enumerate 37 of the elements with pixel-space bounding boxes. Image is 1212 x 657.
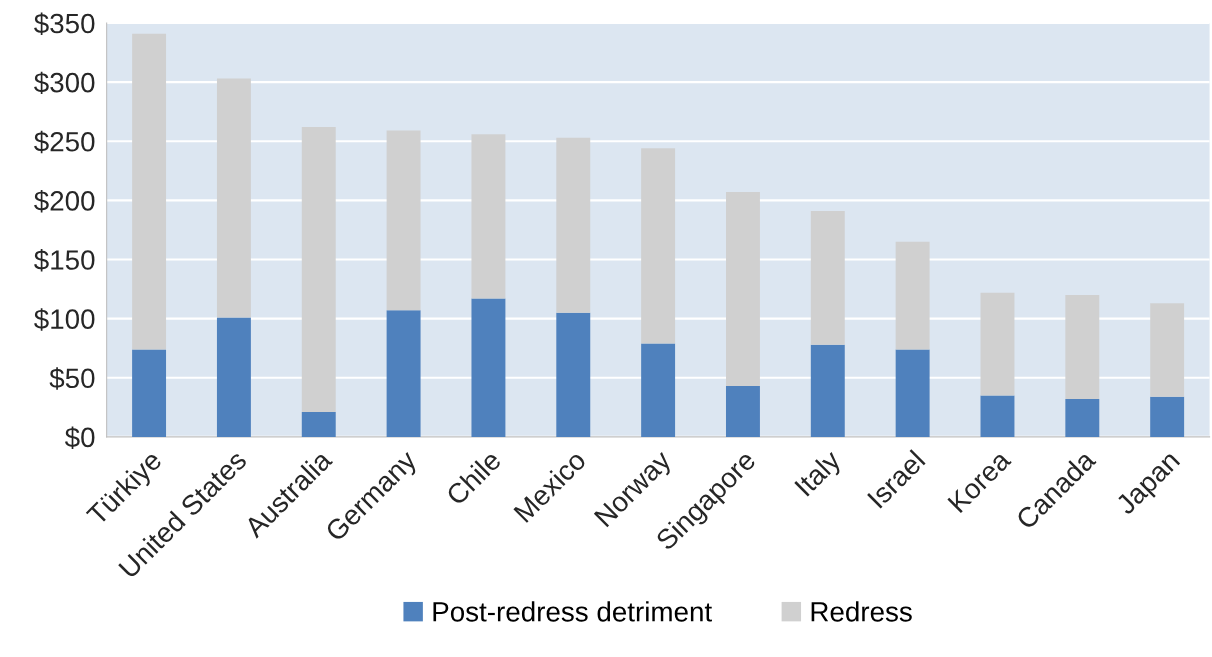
bar — [980, 395, 1015, 437]
bar — [1150, 303, 1185, 397]
bar — [895, 349, 930, 437]
bar — [1065, 399, 1100, 437]
bar — [810, 211, 845, 345]
bar — [1150, 396, 1185, 437]
bar — [895, 241, 930, 350]
bar — [725, 192, 760, 387]
bar — [556, 137, 591, 313]
y-tick-label: $250 — [34, 130, 95, 154]
bar — [301, 127, 336, 413]
y-tick-label: $300 — [34, 71, 95, 95]
bar — [641, 148, 676, 344]
y-tick-label: $50 — [49, 367, 95, 390]
bar — [725, 386, 760, 437]
legend-label: Redress — [811, 601, 912, 622]
bar — [641, 343, 676, 437]
bar — [471, 298, 506, 437]
bar — [810, 344, 845, 437]
bar — [216, 78, 251, 318]
bar — [132, 33, 167, 350]
y-tick-label: $0 — [64, 426, 95, 449]
bar — [1065, 294, 1100, 400]
bar — [386, 310, 421, 437]
bar — [556, 312, 591, 437]
x-tick-label: Italy — [793, 448, 847, 501]
y-tick-label: $100 — [34, 308, 95, 331]
bar — [980, 292, 1015, 396]
y-tick-label: $200 — [34, 189, 95, 213]
bar — [301, 412, 336, 437]
bar — [132, 349, 167, 437]
legend-label: Post-redress detriment — [433, 601, 712, 622]
bar — [386, 130, 421, 311]
bar — [216, 317, 251, 437]
y-tick-label: $350 — [34, 12, 95, 35]
y-tick-label: $150 — [34, 249, 95, 272]
bar — [471, 134, 506, 299]
